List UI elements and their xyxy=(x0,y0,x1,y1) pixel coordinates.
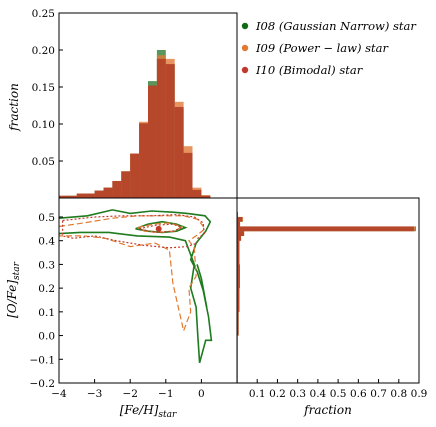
contour-line xyxy=(196,264,208,308)
top-ytick-label: 0.25 xyxy=(32,8,55,20)
right-xtick-label: 0.3 xyxy=(289,388,306,400)
top-histogram-bar xyxy=(183,152,193,198)
right-xtick-label: 0.9 xyxy=(411,388,428,400)
legend: I08 (Gaussian Narrow) star I09 (Power − l… xyxy=(241,19,417,77)
legend-marker xyxy=(241,44,249,52)
top-histogram-bar xyxy=(139,123,148,198)
right-histogram-bar xyxy=(237,226,414,232)
right-histogram-bar xyxy=(237,216,243,222)
right-histogram-bar xyxy=(237,252,240,265)
main-xlabel-main: [Fe/H] xyxy=(120,403,159,417)
top-histogram-bar xyxy=(201,195,211,198)
top-ytick-label: 0.15 xyxy=(32,82,55,94)
top-histogram-bar xyxy=(156,58,166,198)
top-histogram-bar xyxy=(59,195,77,198)
right-histogram-bar xyxy=(237,231,245,236)
legend-label: I10 (Bimodal) star xyxy=(255,63,364,77)
right-xtick-label: 0.7 xyxy=(370,388,387,400)
main-xtick-label: −2 xyxy=(122,388,137,400)
top-histogram-bar xyxy=(121,171,131,198)
legend-label: I09 (Power − law) star xyxy=(255,41,390,55)
main-xlabel-sub: star xyxy=(158,410,177,420)
top-histogram-panel: 0.05 0.10 0.15 0.20 0.25 fraction xyxy=(7,8,238,199)
peak-marker xyxy=(155,225,162,232)
right-histogram-bar xyxy=(237,235,242,241)
right-xtick-label: 0.5 xyxy=(330,388,347,400)
main-ytick-label: 0.2 xyxy=(38,283,55,295)
main-xtick-label: −4 xyxy=(51,388,67,400)
right-xtick-label: 0.6 xyxy=(350,388,367,400)
main-xtick-label: −3 xyxy=(87,388,102,400)
top-histogram-bars xyxy=(59,50,211,199)
main-xtick-label: −1 xyxy=(158,388,173,400)
main-contour-panel: −4 −3 −2 −1 0 −0.2 −0.1 0.0 0.1 0.2 0.3 0.4 0.5 [Fe… xyxy=(5,197,238,420)
right-histogram-bar xyxy=(237,221,241,227)
main-xtick-label: 0 xyxy=(198,388,205,400)
top-histogram-yticks: 0.05 0.10 0.15 0.20 0.25 xyxy=(32,8,63,168)
contour-line xyxy=(59,215,206,333)
main-ylabel-sub: star xyxy=(12,261,22,280)
main-ytick-label: −0.2 xyxy=(30,378,56,390)
main-ytick-label: −0.1 xyxy=(30,354,56,366)
contour-line xyxy=(138,223,184,234)
right-xtick-label: 0.1 xyxy=(249,388,266,400)
main-contours xyxy=(59,209,213,364)
top-histogram-bar xyxy=(165,64,175,198)
right-histogram-bar xyxy=(237,311,239,336)
top-ytick-label: 0.10 xyxy=(32,119,55,131)
right-xtick-label: 0.4 xyxy=(310,388,327,400)
top-histogram-bar xyxy=(130,153,140,198)
right-histogram-bar xyxy=(237,288,240,312)
right-histogram-frame xyxy=(236,197,420,384)
contour-line xyxy=(62,213,205,249)
right-histogram-xlabel: fraction xyxy=(303,403,352,417)
main-yticks: −0.2 −0.1 0.0 0.1 0.2 0.3 0.4 0.5 xyxy=(30,212,63,390)
right-xtick-label: 0.8 xyxy=(390,388,407,400)
main-ytick-label: 0.4 xyxy=(38,236,55,248)
top-histogram-bar xyxy=(148,85,157,198)
right-xtick-label: 0.2 xyxy=(269,388,286,400)
top-histogram-ylabel: fraction xyxy=(7,83,21,132)
legend-marker xyxy=(241,66,249,74)
main-xlabel: [Fe/H]star xyxy=(120,403,177,420)
right-histogram-xticks: 0.1 0.2 0.3 0.4 0.5 0.6 0.7 0.8 0.9 xyxy=(249,379,427,400)
main-ylabel-main: [O/Fe] xyxy=(5,280,19,318)
top-ytick-label: 0.20 xyxy=(32,45,55,57)
main-ytick-label: 0.3 xyxy=(38,259,55,271)
top-histogram-bar xyxy=(174,106,184,198)
top-histogram-bar xyxy=(112,180,122,198)
top-ytick-label: 0.05 xyxy=(32,156,55,168)
main-ylabel: [O/Fe]star xyxy=(5,261,22,318)
main-ytick-label: 0.5 xyxy=(38,212,55,224)
main-xticks: −4 −3 −2 −1 0 xyxy=(51,379,205,400)
right-histogram-bar xyxy=(237,264,240,289)
contour-line xyxy=(137,222,184,234)
top-histogram-bar xyxy=(76,193,95,198)
top-histogram-bar xyxy=(103,187,113,198)
contour-line xyxy=(59,209,213,364)
right-histogram-panel: 0.1 0.2 0.3 0.4 0.5 0.6 0.7 0.8 0.9 fraction xyxy=(236,197,427,417)
right-histogram-bar xyxy=(237,240,240,253)
top-histogram-bar xyxy=(192,189,202,198)
legend-marker xyxy=(241,22,249,30)
right-histogram-bars xyxy=(237,212,416,383)
legend-label: I08 (Gaussian Narrow) star xyxy=(255,19,417,33)
main-ytick-label: 0.1 xyxy=(38,307,55,319)
main-ytick-label: 0.0 xyxy=(38,331,55,343)
top-histogram-bar xyxy=(94,190,104,198)
